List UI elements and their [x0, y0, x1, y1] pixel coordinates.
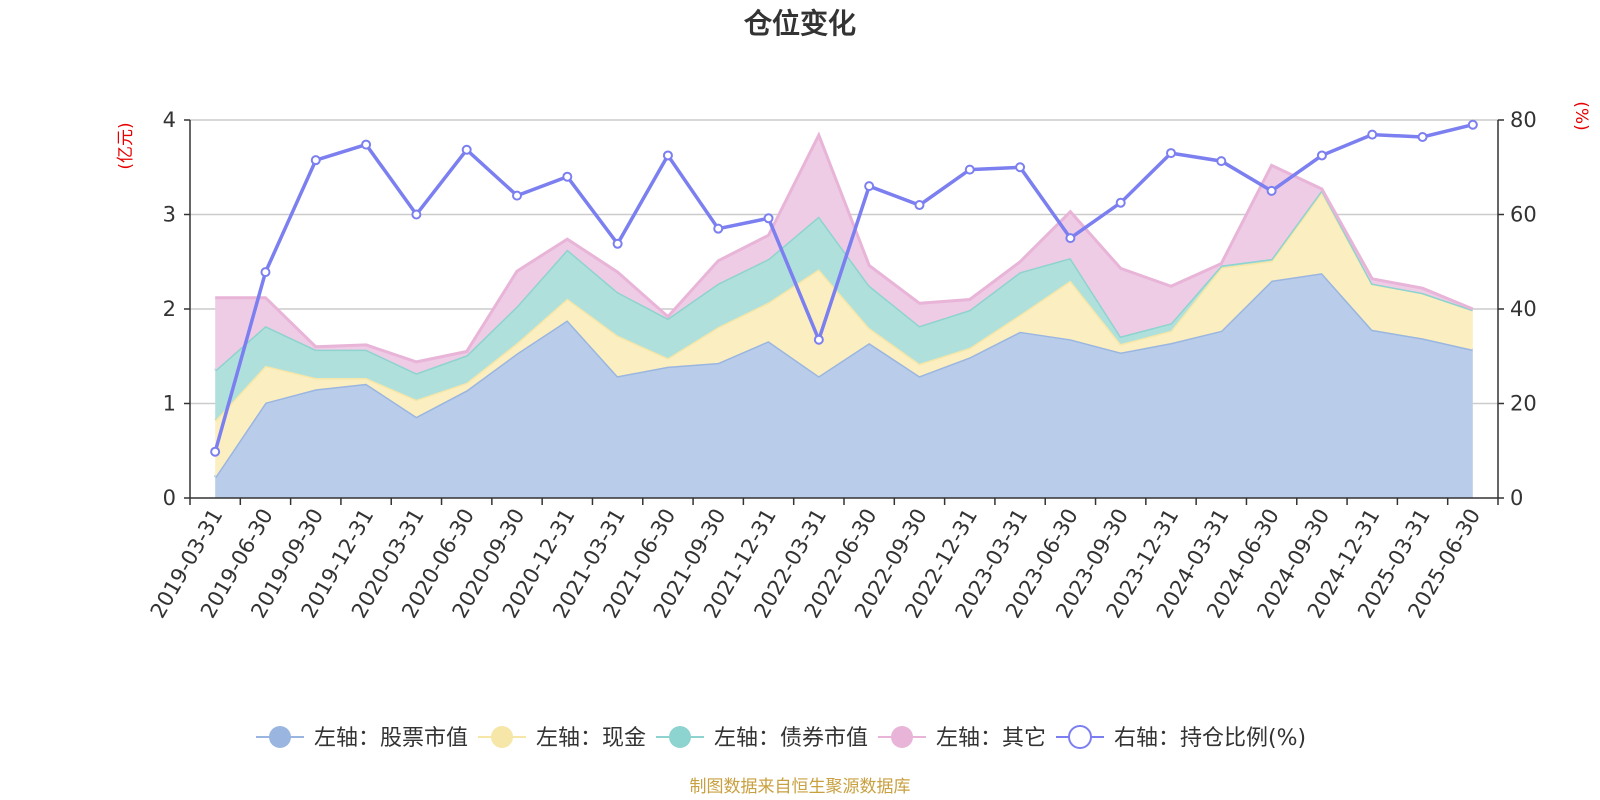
ratio-point	[1316, 150, 1327, 161]
ratio-line	[210, 119, 1478, 457]
right-tick-label: 40	[1510, 297, 1537, 321]
legend-label: 左轴：债券市值	[714, 726, 868, 751]
stacked-areas	[213, 131, 1474, 498]
ratio-point	[1266, 185, 1277, 196]
ratio-point	[813, 334, 824, 345]
legend-swatch-dot	[491, 726, 513, 748]
ratio-point	[260, 267, 271, 278]
source-footer: 制图数据来自恒生聚源数据库	[690, 777, 911, 797]
ratio-point	[562, 171, 573, 182]
legend-label: 左轴：现金	[536, 726, 646, 751]
ratio-point	[310, 155, 321, 166]
ratio-point	[914, 200, 925, 211]
ratio-point	[612, 238, 623, 249]
area-series-0	[215, 273, 1473, 498]
area-series-1	[215, 191, 1473, 478]
ratio-point	[713, 223, 724, 234]
legend-swatch-dot	[891, 726, 913, 748]
ratio-point	[1015, 162, 1026, 173]
ratio-point	[1367, 129, 1378, 140]
ratio-point	[1065, 233, 1076, 244]
right-tick-label: 80	[1510, 108, 1537, 132]
ratio-point	[1417, 132, 1428, 143]
right-tick-label: 60	[1510, 203, 1537, 227]
left-tick-label: 3	[163, 203, 176, 227]
ratio-point	[964, 164, 975, 175]
area-series-3	[215, 135, 1473, 374]
legend-label: 左轴：股票市值	[314, 726, 468, 751]
legend-swatch-dot	[269, 726, 291, 748]
right-tick-label: 0	[1510, 486, 1523, 510]
ratio-point	[864, 181, 875, 192]
ratio-point	[763, 213, 774, 224]
legend: 左轴：股票市值 左轴：现金 左轴：债券市值 左轴：其它 右轴：持仓比例(%)	[256, 725, 1306, 751]
left-axis-unit: (亿元)	[116, 122, 136, 169]
left-tick-label: 2	[163, 297, 176, 321]
ratio-point	[1216, 156, 1227, 167]
ratio-point	[411, 209, 422, 220]
legend-swatch-dot	[669, 726, 691, 748]
ratio-point	[210, 446, 221, 457]
right-axis-unit: (%)	[1571, 101, 1591, 130]
left-tick-label: 1	[163, 392, 176, 416]
legend-label: 左轴：其它	[936, 726, 1046, 751]
chart-title: 仓位变化	[744, 7, 856, 40]
ratio-point	[361, 139, 372, 150]
ratio-point	[1166, 148, 1176, 159]
ratio-line-path	[213, 123, 1474, 453]
ratio-point	[512, 190, 522, 201]
ratio-point	[461, 144, 472, 155]
ratio-point	[662, 150, 673, 161]
ratio-point	[1115, 197, 1126, 208]
legend-swatch-dot	[1068, 725, 1092, 749]
left-tick-label: 4	[163, 108, 176, 132]
left-tick-label: 0	[163, 486, 176, 510]
right-tick-label: 20	[1510, 392, 1537, 416]
legend-label: 右轴：持仓比例(%)	[1114, 726, 1306, 751]
ratio-point	[1467, 119, 1478, 130]
area-edge-3	[215, 131, 1474, 364]
